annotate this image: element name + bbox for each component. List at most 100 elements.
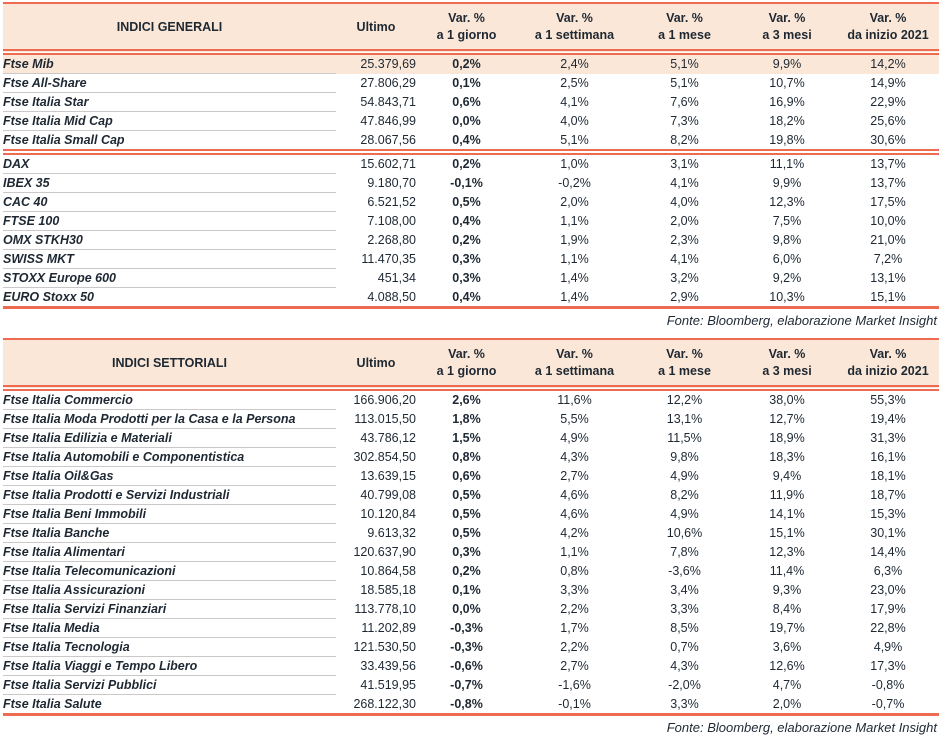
index-name-cell: Ftse Italia Edilizia e Materiali <box>3 428 336 448</box>
var-1week-cell: 1,7% <box>560 621 589 635</box>
var-1month-cell: -3,6% <box>668 564 701 578</box>
col-header-var-3months: Var. % a 3 mesi <box>737 3 837 55</box>
var-3months-cell: 10,3% <box>737 287 837 309</box>
var-3months-cell: 14,1% <box>769 507 805 521</box>
ultimo-cell: 18.585,18 <box>360 583 416 597</box>
var-3months-cell: 18,2% <box>769 114 805 128</box>
var-3months-cell: 15,1% <box>769 526 805 540</box>
var-1week-cell: 1,1% <box>560 214 589 228</box>
col-header-var-1week: Var. % a 1 settimana <box>517 3 632 55</box>
ultimo-cell: 4.088,50 <box>336 287 416 309</box>
var-1month-cell: 0,7% <box>670 640 699 654</box>
index-name-cell: OMX STKH30 <box>3 230 336 250</box>
ultimo-cell: 13.639,15 <box>360 469 416 483</box>
indici-generali-table: INDICI GENERALI Ultimo Var. % a 1 giorno… <box>3 2 939 309</box>
var-ytd-cell: -0,7% <box>837 694 939 716</box>
var-1day-cell: 0,5% <box>452 195 481 209</box>
col-header-ultimo: Ultimo <box>336 339 416 391</box>
var-1week-cell: -0,2% <box>558 176 591 190</box>
var-3months-cell: 10,7% <box>769 76 805 90</box>
index-name-cell: DAX <box>3 152 336 174</box>
var-ytd-cell: 15,3% <box>870 507 906 521</box>
var-1week-cell: 2,2% <box>560 640 589 654</box>
table-row: Ftse Italia Assicurazioni 18.585,18 0,1% 3,… <box>3 580 939 600</box>
var-ytd-cell: 4,9% <box>873 640 903 654</box>
var-ytd-cell: 14,2% <box>837 52 939 74</box>
var-ytd-cell: 16,1% <box>870 450 906 464</box>
var-1day-cell: 0,5% <box>452 507 481 521</box>
ultimo-cell: 10.120,84 <box>360 507 416 521</box>
ultimo-cell: 6.521,52 <box>367 195 416 209</box>
var-1day-cell: 0,2% <box>452 564 481 578</box>
var-3months-cell: 12,3% <box>769 195 805 209</box>
ultimo-cell: 451,34 <box>377 271 416 285</box>
var-3months-cell: 18,9% <box>769 431 805 445</box>
var-1week-cell: 1,0% <box>560 157 589 172</box>
table-row: OMX STKH30 2.268,80 0,2% 1,9% 2,3% 9,8% 21,0% <box>3 230 939 250</box>
var-1month-cell: 4,9% <box>670 469 699 483</box>
var-3months-cell: 16,9% <box>769 95 805 109</box>
var-1month-cell: 13,1% <box>666 412 703 426</box>
var-1day-cell: 0,6% <box>452 469 481 483</box>
var-1month-cell: 4,1% <box>670 176 699 190</box>
var-1month-cell: 8,2% <box>632 130 737 155</box>
var-3months-cell: 9,9% <box>737 52 837 74</box>
var-1day-cell: 1,5% <box>452 431 481 445</box>
ultimo-cell: 28.067,56 <box>336 130 416 155</box>
var-1month-cell: 7,6% <box>670 95 699 109</box>
var-1week-cell: 1,4% <box>560 271 589 285</box>
var-1day-cell: 0,1% <box>452 76 481 90</box>
var-3months-cell: 19,8% <box>737 130 837 155</box>
ultimo-cell: 47.846,99 <box>360 114 416 128</box>
index-name-cell: Ftse Italia Moda Prodotti per la Casa e … <box>3 409 336 429</box>
index-name-cell: Ftse Italia Beni Immobili <box>3 504 336 524</box>
var-1month-cell: 5,1% <box>632 52 737 74</box>
table-row: FTSE 100 7.108,00 0,4% 1,1% 2,0% 7,5% 10,0% <box>3 211 939 231</box>
var-3months-cell: 8,4% <box>772 602 802 616</box>
var-1week-cell: 1,9% <box>560 233 589 247</box>
col-header-var-3months: Var. % a 3 mesi <box>737 339 837 391</box>
table-row: Ftse Italia Salute 268.122,30 -0,8% -0,1% 3,… <box>3 694 939 716</box>
table-row: Ftse Italia Small Cap 28.067,56 0,4% 5,1% 8,… <box>3 130 939 155</box>
indici-settoriali-table: INDICI SETTORIALI Ultimo Var. % a 1 gior… <box>3 338 939 716</box>
var-ytd-cell: 14,9% <box>870 76 906 90</box>
table-row: Ftse Italia Telecomunicazioni 10.864,58 0,… <box>3 561 939 581</box>
index-name-cell: Ftse Italia Telecomunicazioni <box>3 561 336 581</box>
var-1day-cell: -0,6% <box>450 659 483 673</box>
var-3months-cell: 7,5% <box>772 214 802 228</box>
var-1week-cell: -0,1% <box>517 694 632 716</box>
ultimo-cell: 113.778,10 <box>354 602 416 616</box>
table-title: INDICI GENERALI <box>3 3 336 55</box>
var-1week-cell: 4,0% <box>560 114 589 128</box>
index-name-cell: CAC 40 <box>3 192 336 212</box>
table-row: Ftse Italia Tecnologia 121.530,50 -0,3% 2,2… <box>3 637 939 657</box>
col-header-ultimo: Ultimo <box>336 3 416 55</box>
var-ytd-cell: 15,1% <box>837 287 939 309</box>
var-1month-cell: 3,4% <box>670 583 699 597</box>
ultimo-cell: 11.202,89 <box>361 621 416 635</box>
ultimo-cell: 302.854,50 <box>353 450 416 464</box>
index-name-cell: Ftse Italia Media <box>3 618 336 638</box>
var-3months-cell: 4,7% <box>772 678 802 692</box>
table-header-row: INDICI SETTORIALI Ultimo Var. % a 1 gior… <box>3 339 939 391</box>
var-3months-cell: 6,0% <box>772 252 802 266</box>
index-name-cell: Ftse Italia Star <box>3 92 336 112</box>
ultimo-cell: 43.786,12 <box>360 431 416 445</box>
var-1month-cell: 7,8% <box>670 545 699 559</box>
var-3months-cell: 2,0% <box>737 694 837 716</box>
col-header-var-ytd: Var. % da inizio 2021 <box>837 339 939 391</box>
var-1month-cell: 12,2% <box>666 393 703 408</box>
var-1day-cell: 0,3% <box>452 252 481 266</box>
var-3months-cell: 3,6% <box>772 640 802 654</box>
var-1month-cell: 3,1% <box>670 157 699 172</box>
var-ytd-cell: 31,3% <box>870 431 906 445</box>
var-ytd-cell: 30,6% <box>837 130 939 155</box>
var-3months-cell: 11,9% <box>769 488 805 502</box>
index-name-cell: FTSE 100 <box>3 211 336 231</box>
index-name-cell: Ftse All-Share <box>3 73 336 93</box>
var-1day-cell: -0,1% <box>450 176 483 190</box>
ultimo-cell: 40.799,08 <box>360 488 416 502</box>
table-row: Ftse All-Share 27.806,29 0,1% 2,5% 5,1% 10,7%… <box>3 73 939 93</box>
table-row: IBEX 35 9.180,70 -0,1% -0,2% 4,1% 9,9% 13,7% <box>3 173 939 193</box>
var-3months-cell: 19,7% <box>769 621 805 635</box>
